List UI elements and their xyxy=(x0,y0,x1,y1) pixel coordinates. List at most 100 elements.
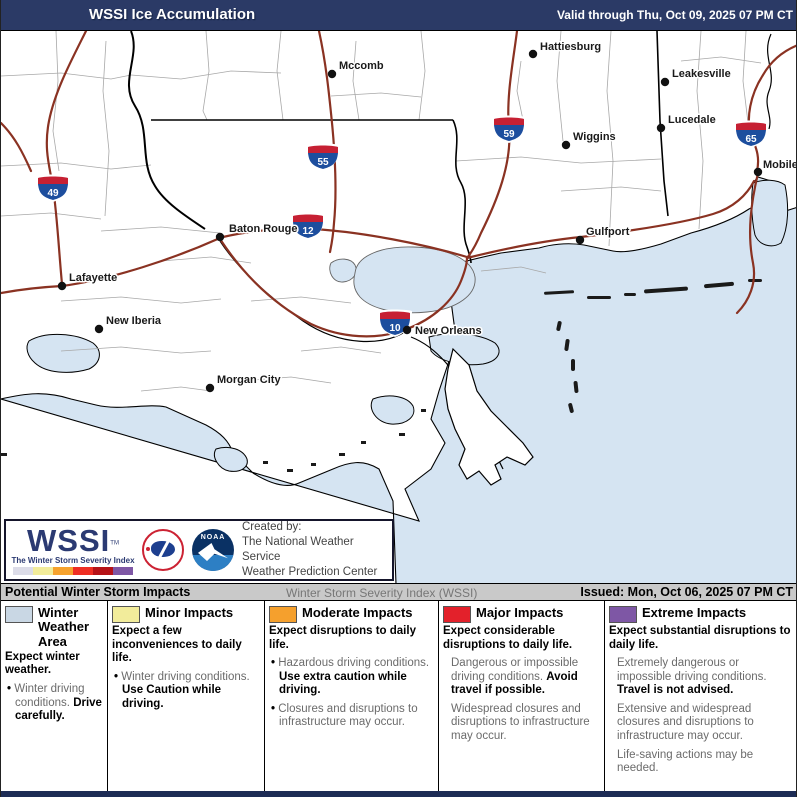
severity-color-segment xyxy=(53,567,73,575)
interstate-shield-55: 55 xyxy=(306,143,340,171)
legend-paragraph: Life-saving actions may be needed. xyxy=(617,748,754,775)
city-label: Lucedale xyxy=(668,114,716,126)
noaa-logo-icon: NOAA xyxy=(192,529,234,571)
wssi-logo-subtitle: The Winter Storm Severity Index xyxy=(11,556,135,565)
gulf-water xyxy=(1,176,796,585)
interstate-shield-65: 65 xyxy=(734,120,768,148)
page-title: WSSI Ice Accumulation xyxy=(89,6,256,23)
legend-paragraph: Extremely dangerous or impossible drivin… xyxy=(617,657,767,697)
city-marker: Lafayette xyxy=(57,271,119,291)
city-marker: Gulfport xyxy=(575,225,631,245)
svg-text:59: 59 xyxy=(503,129,515,140)
interstate-roads xyxy=(1,29,796,338)
created-by-text: Created by: The National Weather Service… xyxy=(242,521,378,578)
city-label: Morgan City xyxy=(217,374,281,386)
wssi-severity-colorbar xyxy=(13,567,133,575)
status-bar: Potential Winter Storm Impacts Winter St… xyxy=(1,583,796,601)
legend-title: Moderate Impacts xyxy=(302,605,413,620)
city-label: New Iberia xyxy=(106,315,162,327)
status-left-title: Potential Winter Storm Impacts xyxy=(5,585,191,599)
legend-swatch xyxy=(443,606,471,623)
city-label: Gulfport xyxy=(586,226,630,238)
wssi-tm: TM xyxy=(110,540,119,547)
city-marker: Baton Rouge xyxy=(215,222,299,242)
legend-column-winter-weather-area: Winter Weather Area Expect winter weather… xyxy=(1,601,108,791)
legend-paragraph: • Winter driving conditions. Drive caref… xyxy=(7,683,102,723)
legend-paragraph: • Hazardous driving conditions. Use extr… xyxy=(271,657,430,697)
valid-through-text: Valid through Thu, Oct 09, 2025 07 PM CT xyxy=(556,8,793,22)
legend-column-minor-impacts: Minor Impacts Expect a few inconveniences… xyxy=(108,601,265,791)
status-center-subtitle: Winter Storm Severity Index (WSSI) xyxy=(286,586,478,600)
city-marker: Morgan City xyxy=(205,373,283,393)
legend-swatch xyxy=(609,606,637,623)
atchafalaya-bay xyxy=(214,446,248,472)
map-svg: 49 55 59 12 10 65 Mccomb Hattiesburg Leakesvill… xyxy=(1,29,797,585)
svg-text:49: 49 xyxy=(47,188,59,199)
legend-paragraph: Expect a few inconveniences to daily lif… xyxy=(112,625,242,665)
legend-paragraph: • Winter driving conditions. Use Caution… xyxy=(114,670,250,710)
city-label: Leakesville xyxy=(672,68,731,80)
city-label: Wiggins xyxy=(573,131,616,143)
severity-color-segment xyxy=(113,567,133,575)
interstate-shield-layer: 49 55 59 12 10 65 xyxy=(36,115,768,337)
interstate-shield-49: 49 xyxy=(36,174,70,202)
interstate-shield-59: 59 xyxy=(492,115,526,143)
city-marker: Mccomb xyxy=(327,59,385,79)
header-bar: WSSI Ice Accumulation Valid through Thu,… xyxy=(1,0,796,30)
city-label: Lafayette xyxy=(69,272,117,284)
city-marker: Wiggins xyxy=(561,130,617,150)
legend-column-moderate-impacts: Moderate Impacts Expect disruptions to da… xyxy=(265,601,439,791)
svg-text:10: 10 xyxy=(389,323,401,334)
svg-text:12: 12 xyxy=(302,226,314,237)
legend-title: Winter Weather Area xyxy=(38,605,90,649)
bottom-border xyxy=(1,791,796,797)
legend-paragraph: Dangerous or impossible driving conditio… xyxy=(451,657,579,697)
barataria-bay xyxy=(370,395,415,425)
wssi-logo: WSSITM The Winter Storm Severity Index xyxy=(11,525,135,575)
lake-borgne xyxy=(428,333,500,366)
map-area: 49 55 59 12 10 65 Mccomb Hattiesburg Leakesvill… xyxy=(1,29,797,585)
legend-column-major-impacts: Major Impacts Expect considerable disrupt… xyxy=(439,601,605,791)
severity-color-segment xyxy=(33,567,53,575)
svg-text:55: 55 xyxy=(317,157,329,168)
vermilion-bay xyxy=(26,333,100,373)
legend-paragraph: Extensive and widespread closures and di… xyxy=(617,702,754,742)
interstate-shield-12: 12 xyxy=(291,212,325,240)
status-issued-text: Issued: Mon, Oct 06, 2025 07 PM CT xyxy=(580,585,793,599)
legend-swatch xyxy=(269,606,297,623)
legend-column-extreme-impacts: Extreme Impacts Expect substantial disrup… xyxy=(605,601,796,791)
impact-legend: Winter Weather Area Expect winter weather… xyxy=(1,601,796,791)
legend-paragraph: Expect substantial disruptions to daily … xyxy=(609,625,791,651)
city-label: Hattiesburg xyxy=(540,41,601,53)
city-label: New Orleans xyxy=(415,325,482,337)
legend-paragraph: • Closures and disruptions to infrastruc… xyxy=(271,702,418,729)
city-label: Baton Rouge xyxy=(229,223,297,235)
city-marker: New Orleans xyxy=(402,324,483,339)
city-marker: Lucedale xyxy=(656,113,717,133)
severity-color-segment xyxy=(93,567,113,575)
legend-title: Major Impacts xyxy=(476,605,564,620)
nws-logo-icon xyxy=(142,529,184,571)
legend-swatch xyxy=(5,606,33,623)
county-lines xyxy=(1,30,762,392)
city-label: Mccomb xyxy=(339,60,384,72)
lake-maurepas xyxy=(329,258,357,283)
legend-title: Extreme Impacts xyxy=(642,605,747,620)
mississippi-delta xyxy=(444,347,534,486)
barrier-islands xyxy=(1,279,762,472)
city-marker: Hattiesburg xyxy=(528,40,603,59)
credit-box: WSSITM The Winter Storm Severity Index N… xyxy=(4,519,394,581)
legend-paragraph: Expect winter weather. xyxy=(5,650,80,677)
legend-swatch xyxy=(112,606,140,623)
lake-pontchartrain xyxy=(353,246,476,314)
legend-paragraph: Expect disruptions to daily life. xyxy=(269,625,416,651)
svg-text:65: 65 xyxy=(745,134,757,145)
legend-paragraph: Expect considerable disruptions to daily… xyxy=(443,625,573,651)
severity-color-segment xyxy=(13,567,33,575)
mobile-bay xyxy=(751,179,789,247)
city-label: Mobile xyxy=(763,159,797,171)
severity-color-segment xyxy=(73,567,93,575)
legend-paragraph: Widespread closures and disruptions to i… xyxy=(451,702,590,742)
city-marker: Leakesville xyxy=(660,67,732,87)
